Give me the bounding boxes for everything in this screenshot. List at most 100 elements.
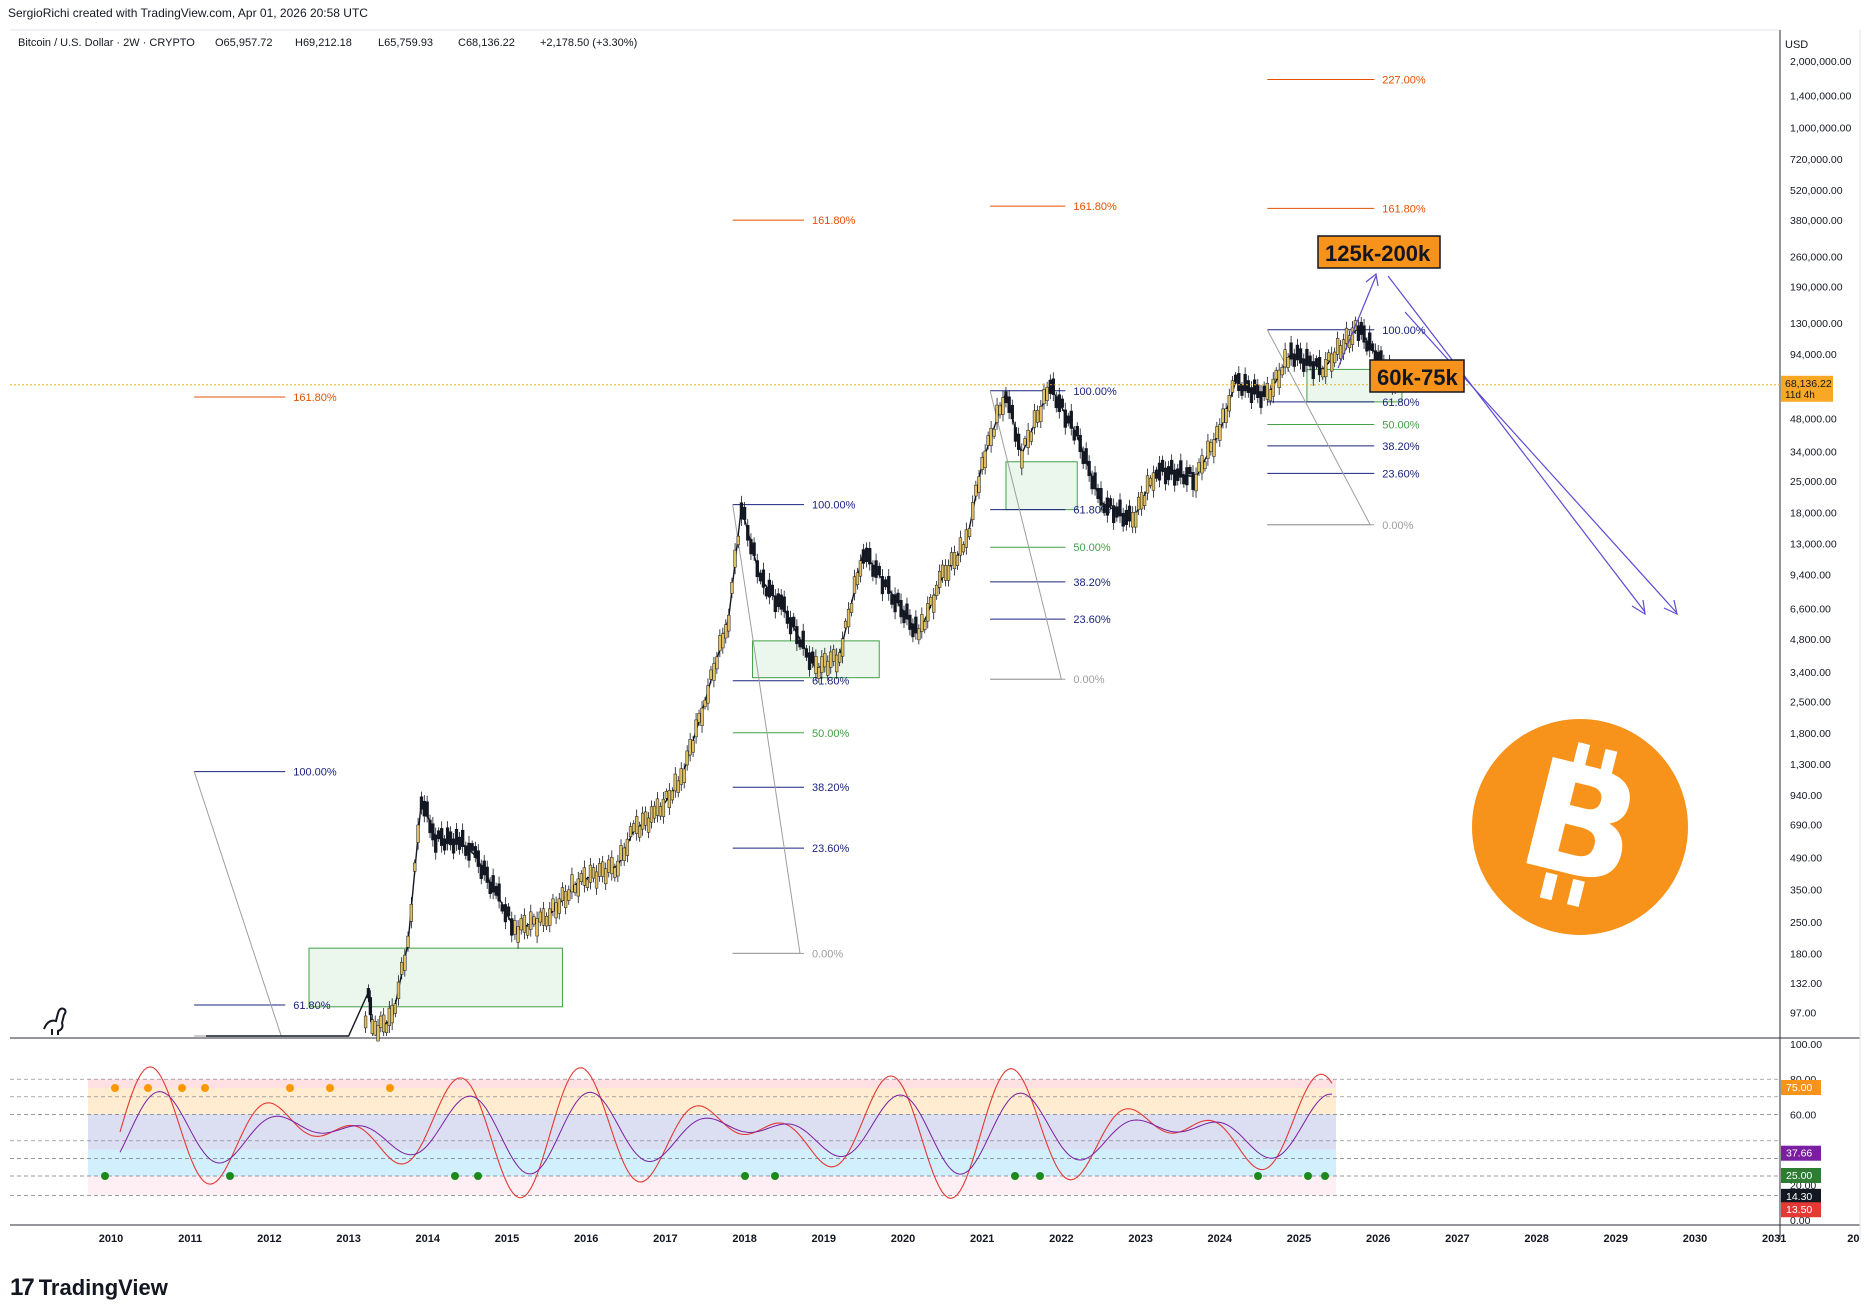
- candle-body: [563, 891, 568, 908]
- candle-body: [467, 842, 471, 861]
- candle-body: [591, 867, 596, 879]
- candle-body: [700, 707, 704, 726]
- candle-body: [855, 572, 860, 585]
- candle-body: [1194, 473, 1198, 492]
- candle-body: [764, 587, 769, 597]
- candle-body: [667, 789, 672, 809]
- candle-body: [538, 911, 542, 923]
- candle-body: [485, 866, 489, 883]
- fib-level-label: 0.00%: [1073, 674, 1104, 686]
- candle-body: [935, 584, 939, 596]
- demand-zone: [1005, 461, 1078, 511]
- candle-body: [1271, 378, 1275, 397]
- candle-body: [1283, 349, 1287, 368]
- candle-body: [1160, 459, 1165, 472]
- candle-body: [721, 633, 725, 649]
- candle-body: [1182, 474, 1186, 485]
- candle-body: [676, 780, 680, 793]
- y-tick-label: 1,000,000.00: [1790, 123, 1851, 135]
- x-tick-label: 2016: [574, 1233, 598, 1245]
- candle-body: [379, 1015, 383, 1028]
- rsi-oversold-dot: [1304, 1172, 1312, 1180]
- candle-body: [491, 875, 495, 893]
- candle-body: [1081, 451, 1085, 465]
- dino-icon: [43, 1007, 67, 1035]
- candle-body: [1277, 369, 1281, 388]
- candle-body: [770, 584, 774, 596]
- candle-body: [874, 560, 878, 578]
- candle-body: [826, 660, 830, 676]
- candle-body: [785, 610, 790, 624]
- candle-body: [840, 638, 845, 657]
- candle-body: [1148, 477, 1153, 486]
- candle-body: [1099, 488, 1103, 506]
- x-tick-label: 2014: [416, 1233, 441, 1245]
- rsi-oversold-dot: [1036, 1172, 1044, 1180]
- candle-body: [1338, 345, 1343, 360]
- y-tick-label: 940.00: [1790, 790, 1822, 802]
- candle-body: [448, 831, 453, 846]
- fib-level-label: 23.60%: [1382, 468, 1420, 480]
- rsi-badge: [1781, 1202, 1821, 1218]
- candle-body: [1262, 385, 1266, 397]
- candle-body: [1365, 341, 1369, 352]
- candle-body: [544, 916, 549, 927]
- candle-body: [880, 576, 885, 595]
- candle-body: [661, 798, 666, 817]
- candle-body: [522, 915, 527, 933]
- candle-body: [1243, 374, 1247, 392]
- candle-body: [1295, 344, 1300, 361]
- candle-body: [1045, 386, 1049, 401]
- candle-body: [1256, 384, 1260, 398]
- candle-body: [742, 506, 747, 520]
- y-tick-label: 132.00: [1790, 978, 1822, 990]
- candle-body: [1332, 351, 1337, 364]
- candle-body: [1001, 397, 1005, 415]
- candle-body: [1308, 355, 1312, 367]
- candle-body: [431, 823, 435, 841]
- demand-zone: [308, 947, 563, 1008]
- candle-body: [643, 811, 648, 826]
- candle-body: [1268, 389, 1272, 402]
- x-tick-label: 2030: [1683, 1233, 1707, 1245]
- candle-body: [1292, 353, 1296, 367]
- candle-body: [1069, 410, 1073, 429]
- candle-body: [1078, 434, 1082, 453]
- fib-level-label: 227.00%: [1382, 75, 1426, 87]
- target-box-upper: [1317, 235, 1441, 269]
- candle-body: [706, 685, 710, 704]
- fib-trend-line: [193, 771, 282, 1037]
- candle-body: [1115, 506, 1119, 518]
- candle-body: [476, 850, 480, 867]
- x-tick-label: 2025: [1287, 1233, 1311, 1245]
- x-tick-label: 2021: [970, 1233, 994, 1245]
- fib-level-label: 61.80%: [1073, 505, 1111, 517]
- y-tick-label: 1,800.00: [1790, 728, 1831, 740]
- candle-body: [428, 819, 432, 834]
- candle-body: [980, 456, 984, 470]
- candle-body: [1344, 327, 1349, 344]
- candle-body: [366, 988, 371, 999]
- rsi-zone: [88, 1088, 1336, 1115]
- candle-body: [1121, 512, 1125, 527]
- rsi-overbought-dot: [326, 1084, 334, 1092]
- candle-body: [829, 651, 833, 668]
- candle-body: [673, 773, 677, 792]
- tradingview-brand: 17 TradingView: [10, 1274, 168, 1302]
- candle-body: [1176, 468, 1180, 481]
- candle-body: [1321, 368, 1325, 378]
- candle-body: [998, 405, 1002, 416]
- rsi-overbought-dot: [111, 1084, 119, 1092]
- candle-body: [1084, 448, 1088, 464]
- candle-body: [664, 791, 669, 799]
- candle-body: [792, 616, 796, 628]
- candle-body: [519, 918, 523, 931]
- fib-level-label: 161.80%: [1073, 201, 1117, 213]
- candle-body: [513, 920, 517, 935]
- y-tick-label: 180.00: [1790, 948, 1822, 960]
- candle-body: [1063, 409, 1067, 428]
- candle-body: [1305, 348, 1309, 366]
- x-tick-label: 2026: [1366, 1233, 1390, 1245]
- candle-body: [814, 656, 818, 674]
- currency-label: USD: [1785, 39, 1808, 51]
